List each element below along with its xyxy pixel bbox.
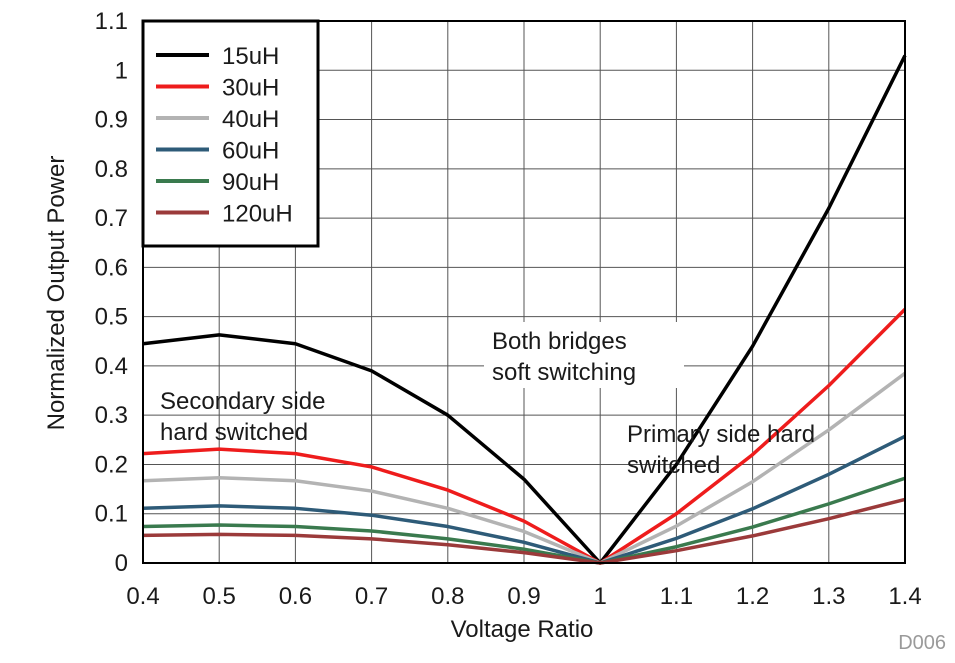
y-tick-label: 0.8 bbox=[95, 156, 128, 183]
legend-label-40uH: 40uH bbox=[222, 106, 279, 133]
x-tick-label: 0.4 bbox=[126, 583, 159, 610]
y-tick-label: 0.2 bbox=[95, 451, 128, 478]
series-line-90uH bbox=[142, 476, 906, 565]
x-tick-label: 0.6 bbox=[279, 583, 312, 610]
y-tick-label: 0.7 bbox=[95, 205, 128, 232]
annotation-both: Both bridges soft switching bbox=[492, 328, 636, 386]
series-line-30uH bbox=[142, 308, 907, 565]
x-tick-labels: 0.4 0.5 0.6 0.7 0.8 0.9 1 1.1 1.2 1.3 1.4 bbox=[126, 583, 921, 610]
legend-label-30uH: 30uH bbox=[222, 75, 279, 102]
x-tick-label: 0.5 bbox=[203, 583, 236, 610]
y-axis-label: Normalized Output Power bbox=[43, 156, 70, 431]
x-tick-label: 1.3 bbox=[812, 583, 845, 610]
y-tick-label: 0.6 bbox=[95, 254, 128, 281]
legend-box bbox=[141, 19, 320, 248]
annotation-backgrounds bbox=[484, 322, 684, 388]
y-tick-label: 0.3 bbox=[95, 402, 128, 429]
y-tick-label: 1 bbox=[115, 57, 128, 84]
legend-label-60uH: 60uH bbox=[222, 138, 279, 165]
y-tick-labels: 0 0.1 0.2 0.3 0.4 0.5 0.6 0.7 0.8 0.9 1 1.1 bbox=[95, 8, 128, 577]
annotation-both-line1: Both bridges bbox=[492, 328, 627, 355]
legend: 15uH 30uH 40uH 60uH 90uH 120uH bbox=[141, 19, 320, 248]
x-tick-label: 0.9 bbox=[507, 583, 540, 610]
annotation-secondary-line1: Secondary side bbox=[160, 388, 325, 415]
x-tick-label: 1 bbox=[594, 583, 607, 610]
x-tick-label: 1.2 bbox=[736, 583, 769, 610]
legend-label-15uH: 15uH bbox=[222, 43, 279, 70]
annotation-primary: Primary side hard switched bbox=[627, 421, 815, 479]
figure-id: D006 bbox=[898, 632, 946, 654]
annotation-both-bg bbox=[484, 322, 684, 388]
plot-frame bbox=[142, 20, 906, 564]
x-tick-label: 1.4 bbox=[888, 583, 921, 610]
y-tick-label: 0 bbox=[115, 550, 128, 577]
legend-label-90uH: 90uH bbox=[222, 169, 279, 196]
annotation-primary-line1: Primary side hard bbox=[627, 421, 815, 448]
x-axis-label: Voltage Ratio bbox=[451, 616, 594, 643]
y-tick-label: 0.4 bbox=[95, 353, 128, 380]
y-tick-label: 1.1 bbox=[95, 8, 128, 35]
x-tick-label: 0.8 bbox=[431, 583, 464, 610]
series-line-40uH bbox=[142, 371, 907, 565]
annotation-secondary-line2: hard switched bbox=[160, 419, 308, 446]
series-lines bbox=[142, 54, 907, 565]
y-tick-label: 0.5 bbox=[95, 304, 128, 331]
y-tick-label: 0.1 bbox=[95, 501, 128, 528]
annotation-primary-line2: switched bbox=[627, 452, 720, 479]
series-line-60uH bbox=[142, 434, 906, 565]
x-tick-label: 1.1 bbox=[660, 583, 693, 610]
y-tick-label: 0.9 bbox=[95, 107, 128, 134]
series-line-15uH bbox=[142, 54, 907, 565]
annotation-secondary: Secondary side hard switched bbox=[160, 388, 325, 446]
series-line-120uH bbox=[142, 497, 906, 565]
x-tick-label: 0.7 bbox=[355, 583, 388, 610]
annotation-both-line2: soft switching bbox=[492, 359, 636, 386]
legend-label-120uH: 120uH bbox=[222, 201, 293, 228]
